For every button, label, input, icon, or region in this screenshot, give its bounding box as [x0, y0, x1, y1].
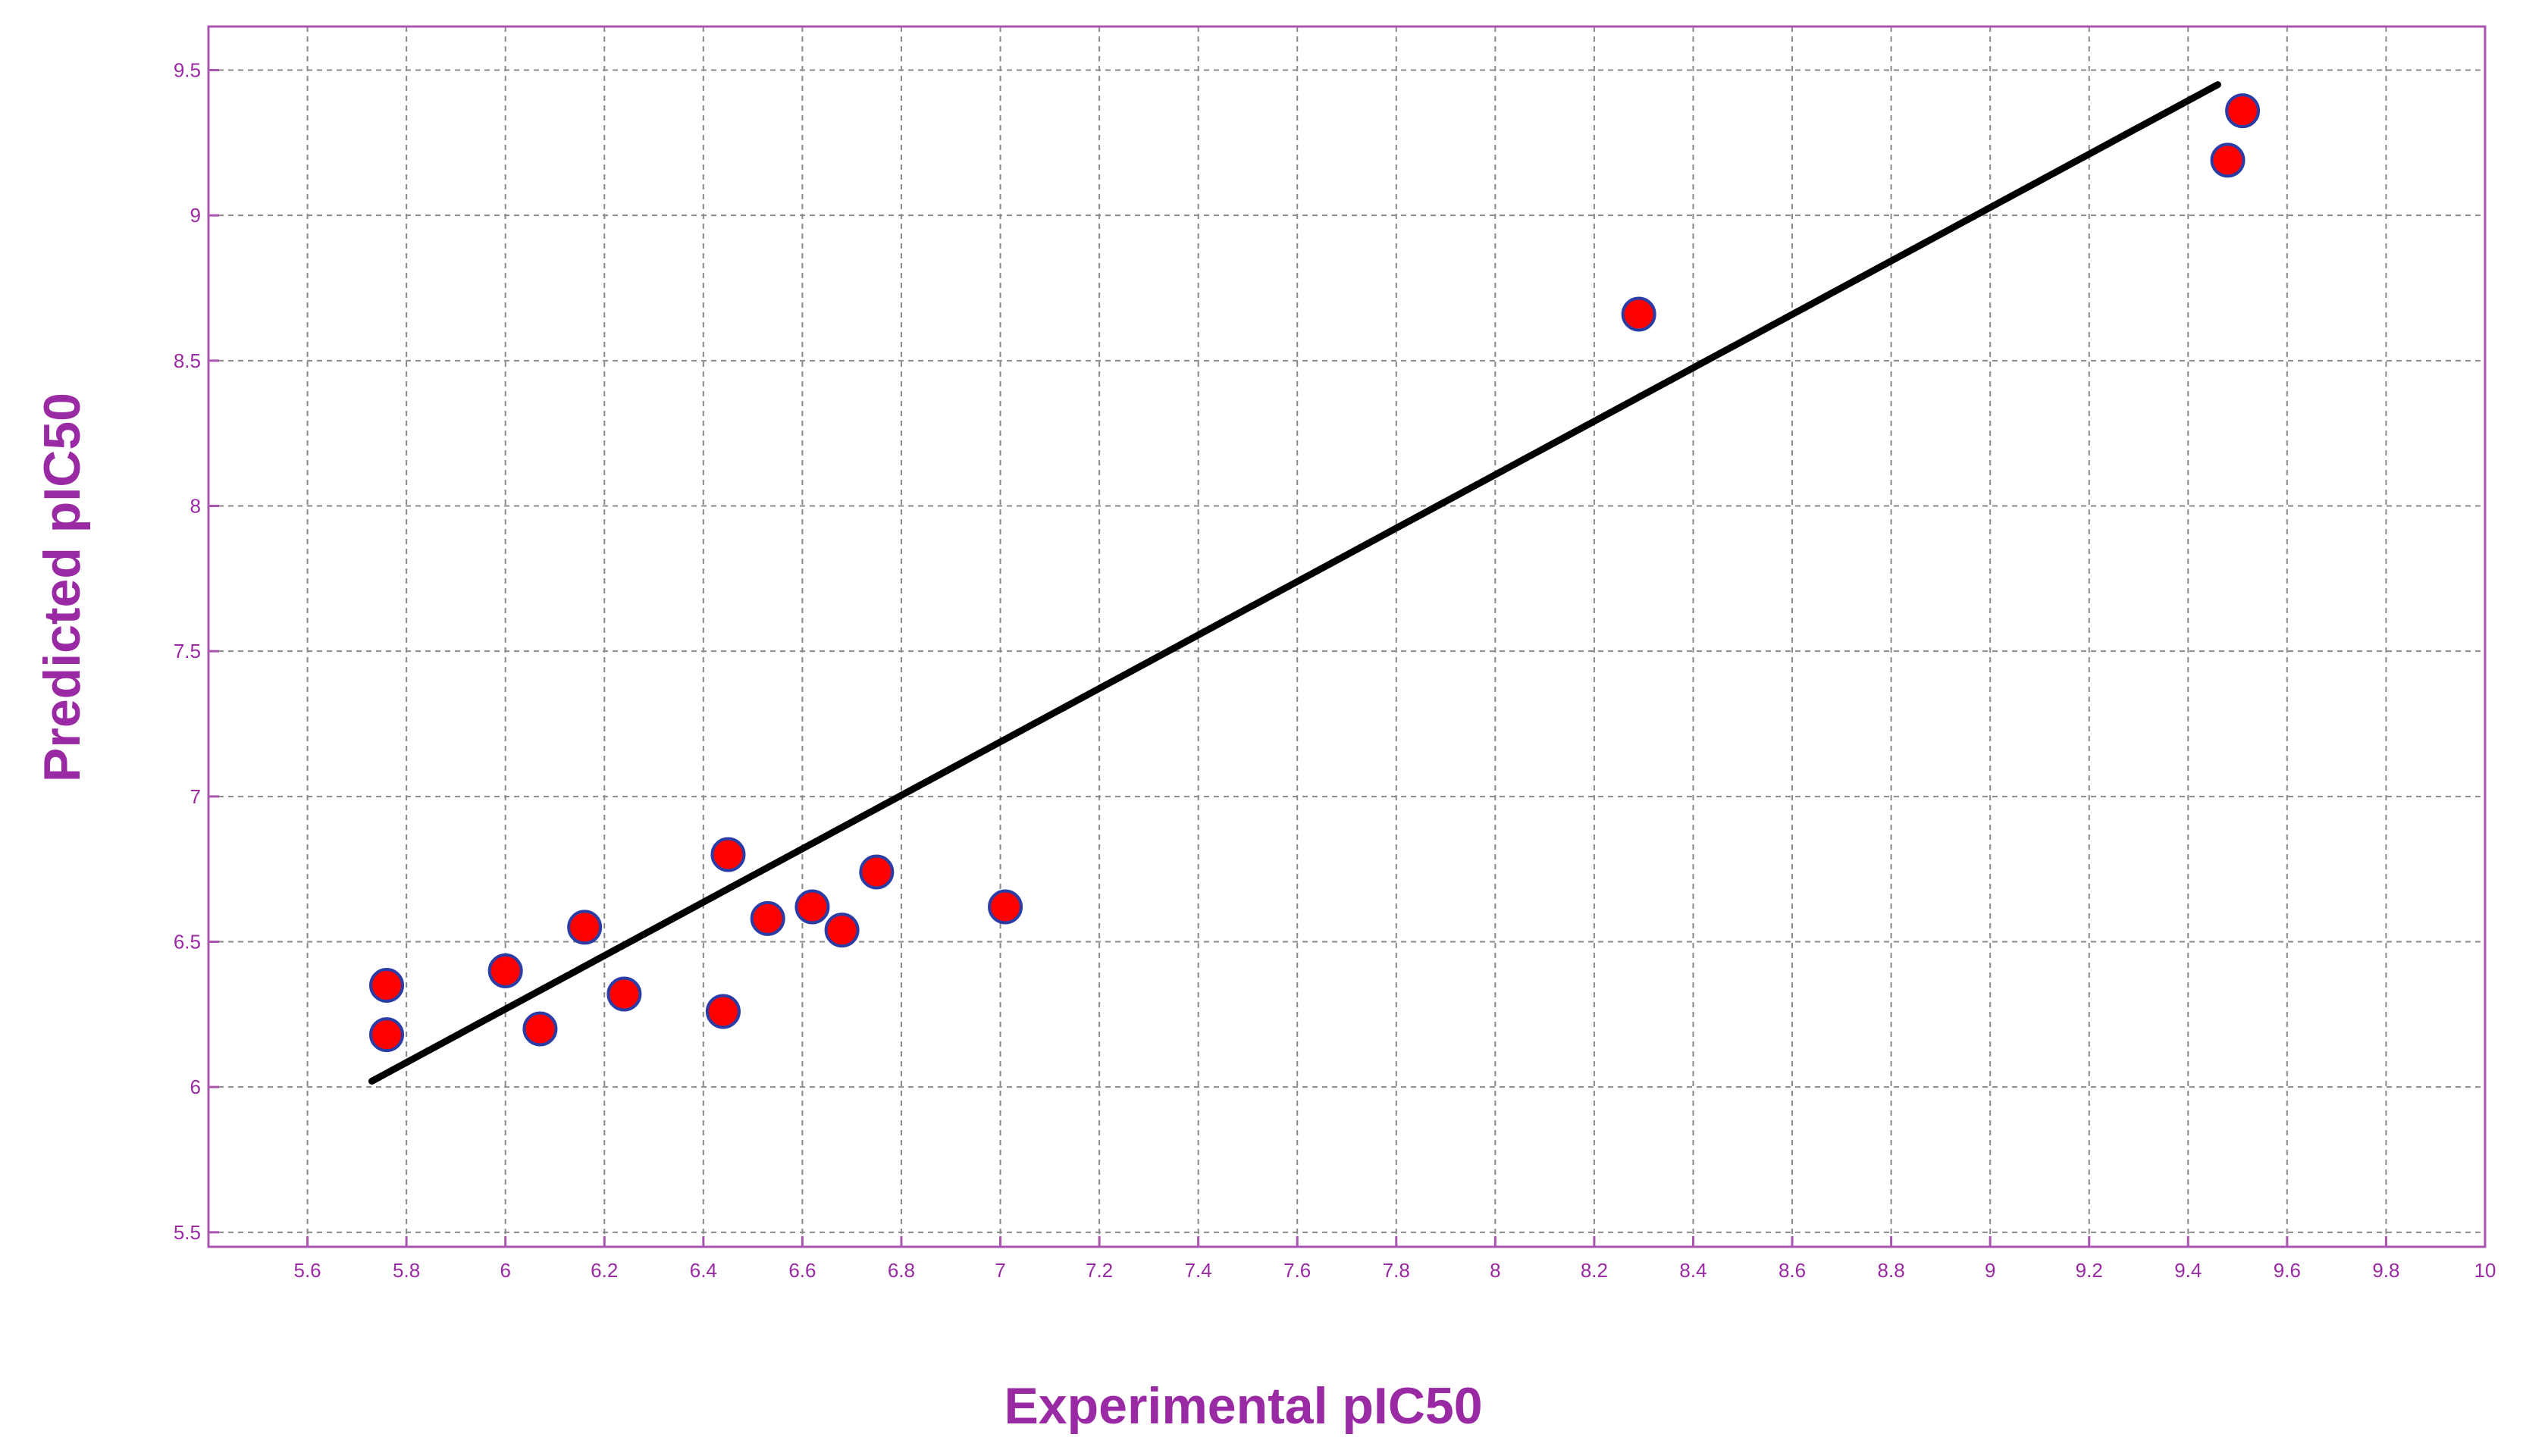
x-tick-label-8: 7.2	[1086, 1259, 1113, 1282]
x-tick-label-7: 7	[995, 1259, 1005, 1282]
x-tick-label-5: 6.6	[788, 1259, 816, 1282]
x-axis-title: Experimental pIC50	[1004, 1377, 1482, 1435]
x-tick-label-1: 5.8	[393, 1259, 420, 1282]
data-point-8	[750, 900, 785, 936]
x-tick-label-17: 9	[1985, 1259, 1995, 1282]
data-point-6	[705, 994, 741, 1029]
x-tick-label-18: 9.2	[2076, 1259, 2103, 1282]
data-point-12	[988, 889, 1023, 925]
plot-frame	[207, 25, 2487, 1248]
data-point-3	[522, 1011, 558, 1047]
data-points-layer	[369, 93, 2261, 1053]
x-tick-label-6: 6.8	[888, 1259, 915, 1282]
data-point-0	[369, 968, 405, 1003]
x-tick-label-11: 7.8	[1383, 1259, 1410, 1282]
x-tick-label-19: 9.4	[2174, 1259, 2202, 1282]
x-tick-label-16: 8.8	[1878, 1259, 1905, 1282]
data-point-9	[794, 889, 830, 925]
x-tick-label-20: 9.6	[2274, 1259, 2301, 1282]
x-tick-label-22: 10	[2474, 1259, 2496, 1282]
data-point-4	[567, 910, 603, 945]
x-tick-label-3: 6.2	[591, 1259, 618, 1282]
y-tick-label-8: 9.5	[174, 59, 201, 82]
data-point-13	[1621, 296, 1656, 332]
y-tick-label-0: 5.5	[174, 1221, 201, 1244]
y-axis-title: Predicted pIC50	[33, 393, 91, 782]
data-point-5	[606, 976, 642, 1012]
x-tick-label-4: 6.4	[690, 1259, 717, 1282]
x-tick-label-15: 8.6	[1779, 1259, 1806, 1282]
x-tick-label-10: 7.6	[1283, 1259, 1311, 1282]
y-tick-label-6: 8.5	[174, 349, 201, 372]
data-point-11	[859, 854, 895, 890]
x-tick-label-12: 8	[1490, 1259, 1500, 1282]
data-point-10	[824, 913, 860, 948]
data-point-2	[487, 953, 523, 988]
x-tick-label-0: 5.6	[293, 1259, 321, 1282]
data-point-15	[2225, 93, 2261, 129]
y-tick-label-4: 7.5	[174, 640, 201, 662]
data-point-7	[710, 837, 746, 872]
y-tick-label-2: 6.5	[174, 931, 201, 953]
x-tick-label-21: 9.8	[2372, 1259, 2399, 1282]
regression-line	[368, 81, 2221, 1085]
x-tick-label-2: 6	[500, 1259, 510, 1282]
y-tick-label-3: 7	[190, 785, 201, 808]
grid-layer	[208, 27, 2486, 1247]
y-tick-label-7: 9	[190, 204, 201, 227]
y-tick-label-5: 8	[190, 495, 201, 518]
data-point-1	[369, 1017, 405, 1053]
data-point-14	[2210, 142, 2246, 178]
tick-layer: 5.6 5.8 6 6.2 6.4 6.6 6.8 7 7.2 7.4 7.6 7.8 8 8.2 8.4 8…	[174, 59, 2496, 1282]
fit-line-layer	[368, 81, 2221, 1085]
x-tick-label-14: 8.4	[1679, 1259, 1706, 1282]
y-tick-label-1: 6	[190, 1076, 201, 1098]
x-tick-label-13: 8.2	[1581, 1259, 1608, 1282]
x-tick-label-9: 7.4	[1185, 1259, 1212, 1282]
